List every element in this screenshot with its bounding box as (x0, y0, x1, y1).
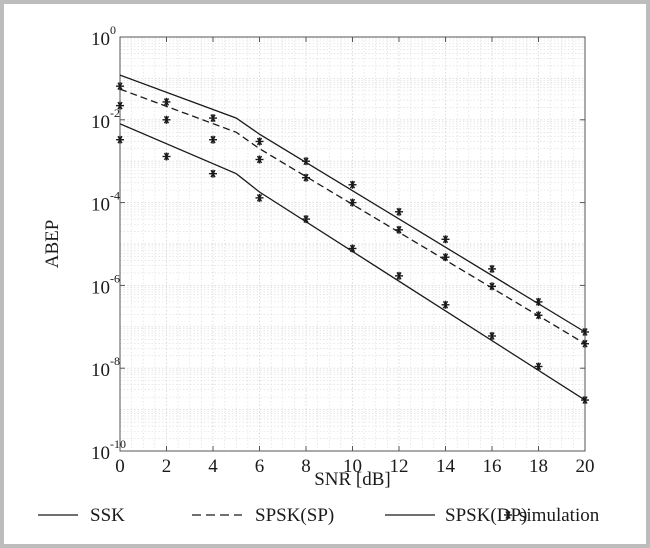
simulation-marker (209, 135, 217, 144)
simulation-marker (302, 215, 310, 224)
simulation-marker (116, 135, 124, 144)
y-tick-label: 10 (91, 195, 110, 216)
x-tick-label: 14 (436, 456, 456, 477)
simulation-marker (116, 82, 124, 91)
simulation-marker (162, 115, 171, 124)
simulation-marker (581, 327, 589, 336)
series-line-spsk-sp- (119, 88, 586, 345)
simulation-marker (488, 282, 496, 291)
y-tick-exponent: -4 (110, 189, 120, 203)
simulation-marker (116, 101, 124, 110)
x-tick-label: 8 (301, 456, 311, 477)
legend-simulation-label: simulation (519, 505, 600, 526)
simulation-marker (488, 331, 496, 340)
x-tick-label: 0 (115, 456, 125, 477)
simulation-marker (255, 193, 264, 202)
simulation-marker (255, 155, 264, 164)
x-tick-label: 2 (162, 456, 172, 477)
simulation-marker (534, 297, 543, 306)
simulation-marker (348, 198, 357, 207)
simulation-marker (534, 311, 543, 320)
legend-ssk-label: SSK (90, 505, 125, 526)
simulation-marker (348, 180, 357, 189)
x-tick-label: 10 (343, 456, 362, 477)
simulation-marker (581, 396, 589, 405)
simulation-marker (209, 114, 217, 123)
simulation-marker (162, 97, 171, 106)
simulation-marker (441, 253, 450, 262)
simulation-marker (581, 339, 589, 348)
x-tick-label: 18 (529, 456, 548, 477)
x-tick-label: 4 (208, 456, 218, 477)
legend-simulation-swatch (504, 511, 512, 519)
y-tick-exponent: -10 (110, 437, 126, 451)
y-tick-label: 10 (91, 443, 110, 464)
y-tick-label: 10 (91, 360, 110, 381)
y-tick-exponent: -8 (110, 354, 120, 368)
simulation-marker (441, 300, 450, 309)
legend-spsk-sp-label: SPSK(SP) (255, 505, 334, 526)
y-tick-label: 10 (91, 112, 110, 133)
simulation-marker (162, 152, 171, 161)
y-tick-label: 10 (91, 29, 110, 50)
x-tick-label: 6 (255, 456, 265, 477)
legend-spsk-dp-label: SPSK(DP) (445, 505, 527, 526)
simulation-marker (255, 137, 264, 146)
simulation-marker (395, 225, 403, 234)
y-tick-label: 10 (91, 277, 110, 298)
x-tick-label: 16 (483, 456, 502, 477)
x-tick-label: 12 (390, 456, 409, 477)
simulation-marker (302, 173, 310, 182)
simulation-marker (395, 207, 403, 216)
simulation-marker (488, 264, 496, 273)
series-line-spsk-dp- (119, 123, 586, 401)
simulation-marker (209, 169, 217, 178)
simulation-marker (441, 235, 450, 244)
simulation-marker (395, 271, 403, 280)
y-tick-exponent: -6 (110, 271, 120, 285)
simulation-marker (348, 244, 357, 253)
y-tick-exponent: 0 (110, 23, 116, 37)
simulation-marker (302, 157, 310, 166)
y-tick-exponent: -2 (110, 106, 120, 120)
y-axis-label: ABEP (42, 220, 63, 269)
simulation-marker (534, 362, 543, 371)
x-axis-label: SNR [dB] (314, 469, 391, 490)
series-line-ssk (119, 74, 586, 333)
x-tick-label: 20 (576, 456, 595, 477)
